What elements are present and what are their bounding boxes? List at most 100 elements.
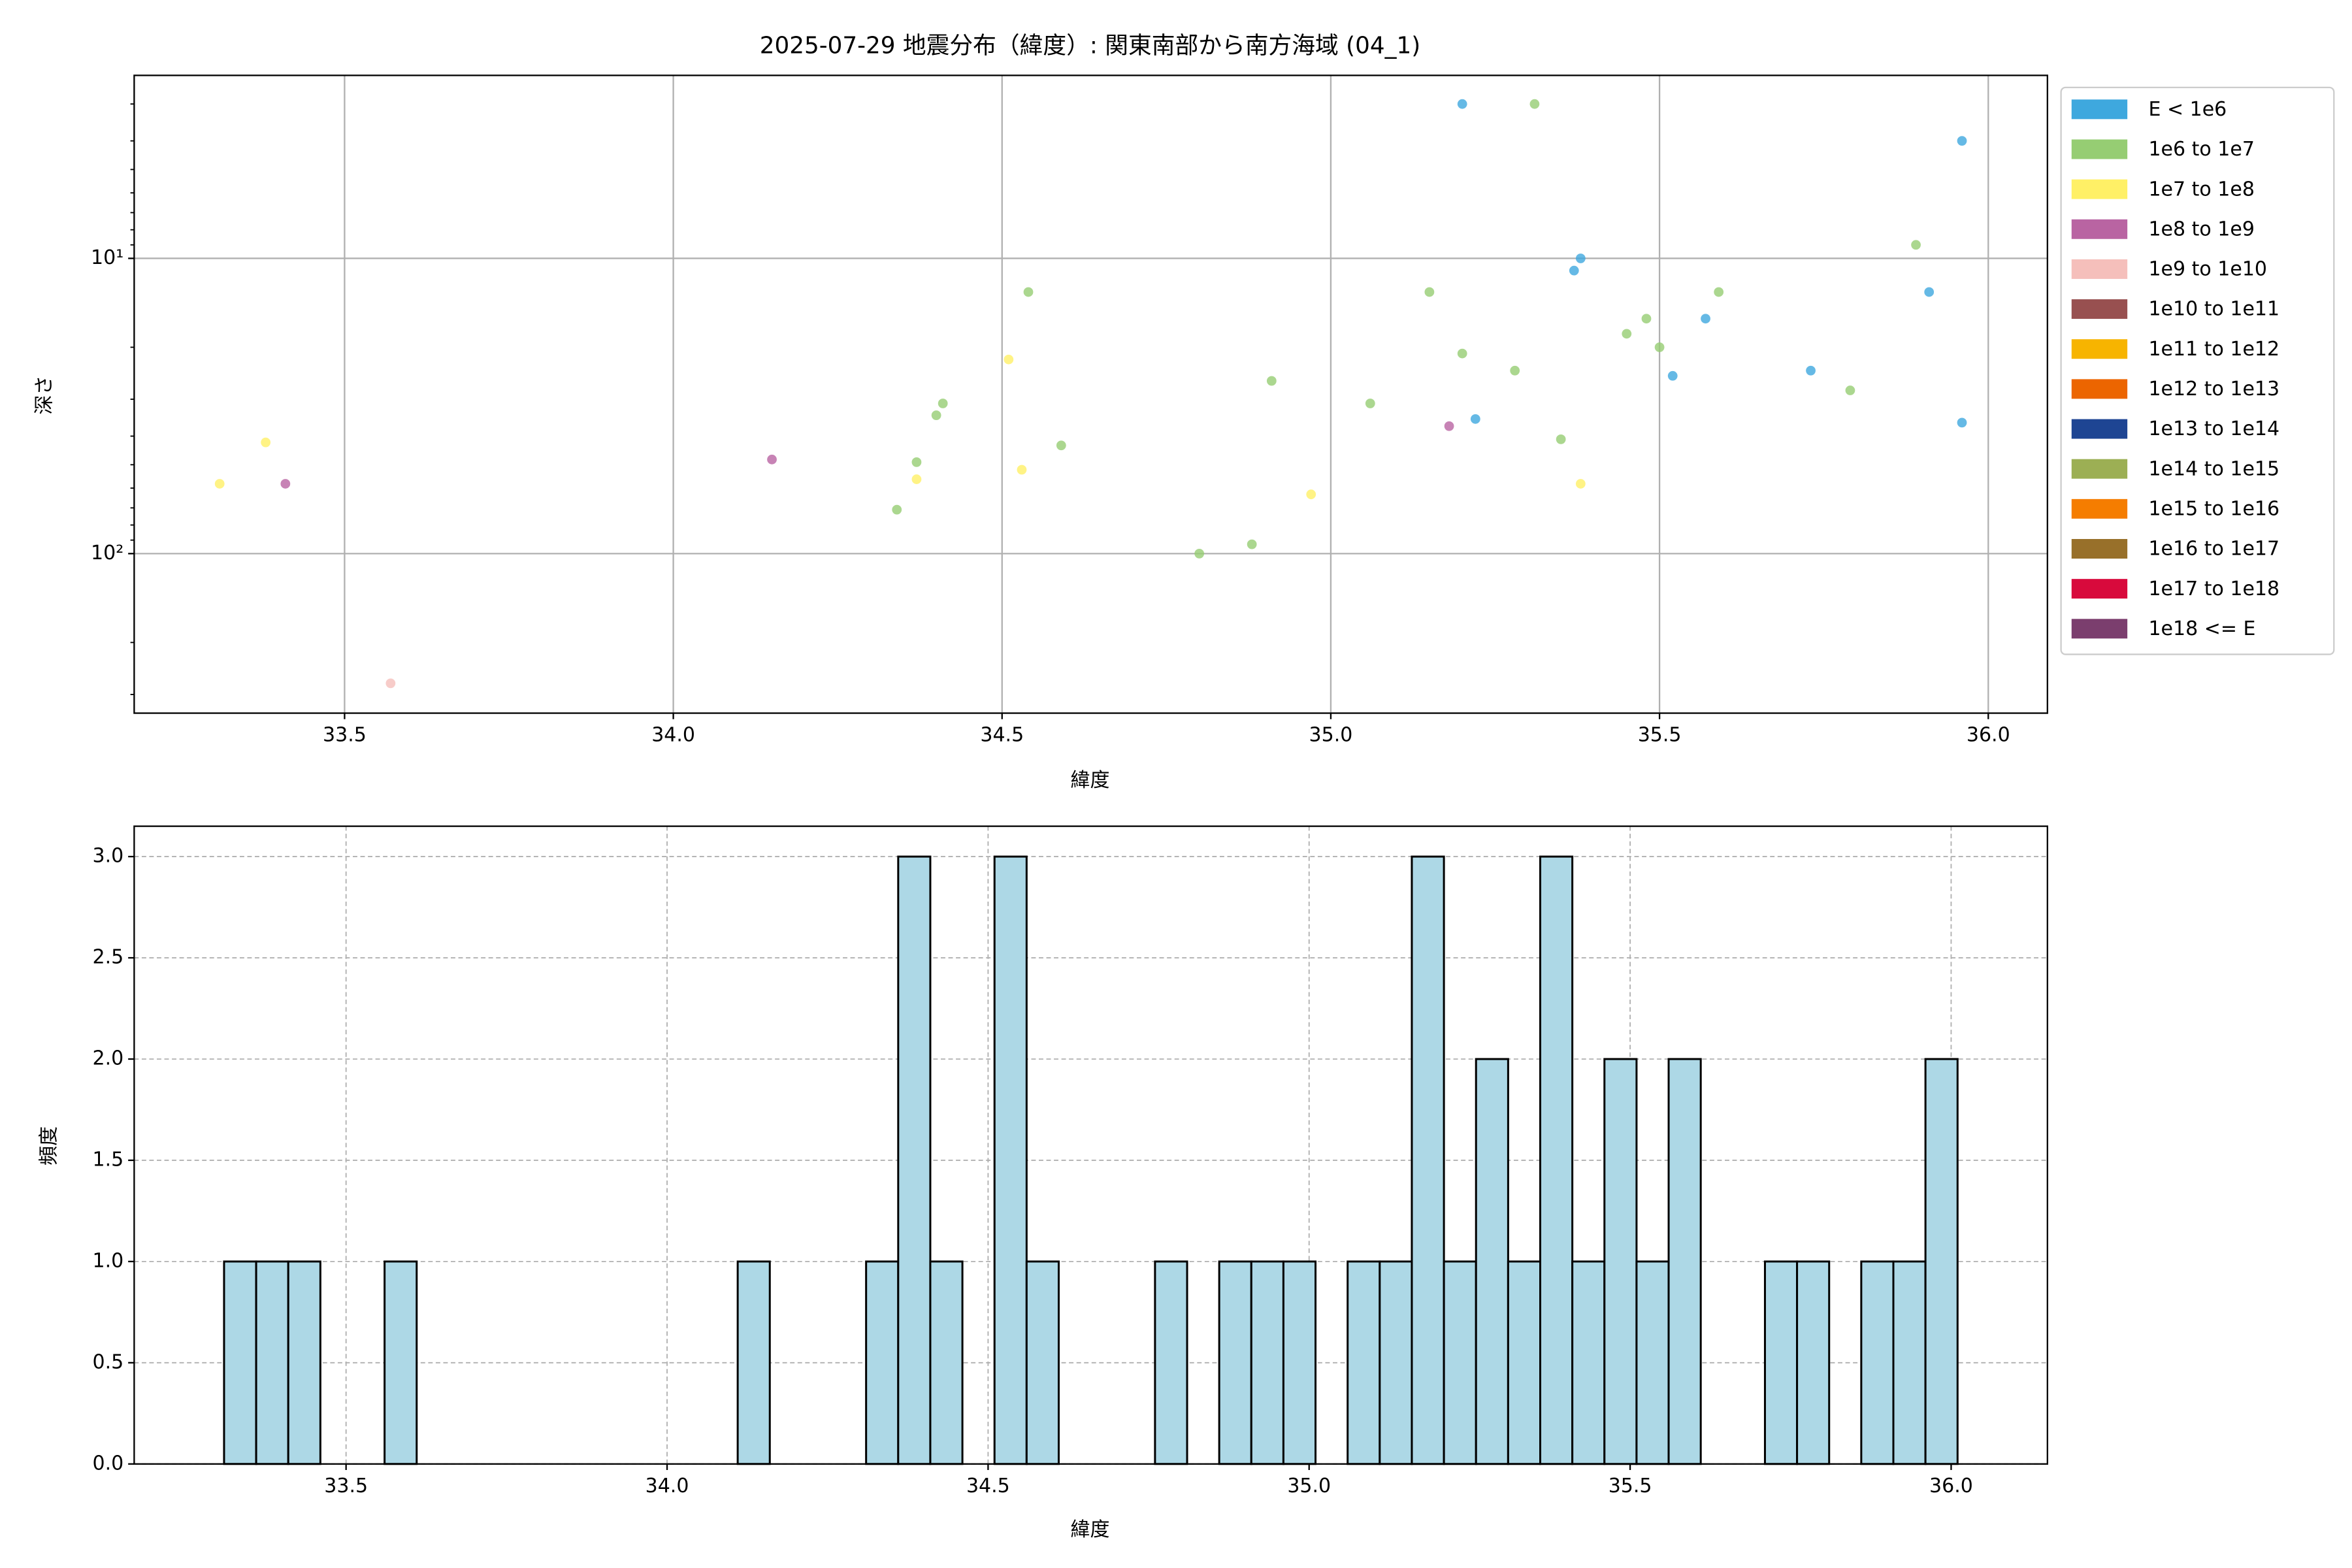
bar	[1892, 1260, 1927, 1465]
point	[214, 479, 225, 489]
legend-swatch	[2071, 99, 2128, 120]
legend-swatch	[2071, 139, 2128, 159]
legend-label: 1e9 to 1e10	[2148, 258, 2267, 281]
point	[1266, 376, 1277, 386]
legend-swatch	[2071, 379, 2128, 399]
point	[1714, 287, 1724, 297]
point	[911, 457, 922, 467]
point	[767, 454, 777, 465]
point	[1957, 417, 1967, 428]
point	[1470, 414, 1480, 424]
chart-title: 2025-07-29 地震分布（緯度）: 関東南部から南方海域 (04_1)	[760, 33, 1420, 59]
x-tick-label: 33.5	[323, 724, 367, 747]
legend-swatch	[2071, 579, 2128, 599]
y-tick-label: 3.0	[93, 845, 124, 868]
point	[1004, 354, 1014, 365]
point	[1845, 385, 1855, 395]
y-tick-label: 2.0	[93, 1047, 124, 1070]
point	[1457, 99, 1467, 109]
legend-label: 1e18 <= E	[2148, 617, 2255, 640]
x-tick-label: 35.5	[1638, 724, 1682, 747]
bar	[897, 855, 932, 1465]
legend-swatch	[2071, 419, 2128, 439]
point	[1510, 365, 1520, 376]
point	[1701, 314, 1710, 324]
point	[280, 479, 291, 489]
legend-swatch	[2071, 539, 2128, 559]
bar	[929, 1260, 964, 1465]
x-tick-label: 36.0	[1929, 1475, 1973, 1497]
y-tick-label: 0.0	[93, 1452, 124, 1475]
point	[1911, 240, 1921, 250]
legend-swatch	[2071, 259, 2128, 279]
x-axis-label: 緯度	[1070, 1518, 1109, 1541]
legend-label: E < 1e6	[2148, 98, 2227, 121]
x-tick-label: 34.5	[980, 724, 1024, 747]
bar	[1379, 1260, 1413, 1465]
point	[1365, 399, 1375, 408]
bar	[1667, 1058, 1702, 1465]
bar	[1796, 1260, 1831, 1465]
legend-swatch	[2071, 619, 2128, 639]
point	[1457, 348, 1467, 359]
point	[892, 504, 902, 515]
point	[1622, 329, 1632, 339]
bar	[1507, 1260, 1542, 1465]
point	[261, 437, 271, 448]
legend-swatch	[2071, 299, 2128, 319]
point	[1194, 548, 1205, 559]
point	[1023, 287, 1034, 297]
bar	[993, 855, 1028, 1465]
point	[385, 678, 396, 689]
point	[1924, 287, 1935, 297]
legend-swatch	[2071, 219, 2128, 239]
point	[931, 410, 941, 421]
bar	[1763, 1260, 1799, 1465]
point	[1424, 287, 1435, 297]
y-axis-label: 深さ	[33, 376, 56, 415]
x-tick-label: 35.0	[1309, 724, 1353, 747]
bar	[1539, 855, 1574, 1465]
bar	[1282, 1260, 1317, 1465]
x-tick-label: 36.0	[1967, 724, 2010, 747]
y-tick-label: 1.0	[93, 1249, 124, 1272]
y-tick-label: 10¹	[91, 246, 123, 269]
bar	[865, 1260, 900, 1465]
legend-swatch	[2071, 339, 2128, 359]
bar	[1025, 1260, 1060, 1465]
legend-label: 1e8 to 1e9	[2148, 218, 2254, 240]
point	[1017, 465, 1027, 475]
y-tick-label: 10²	[91, 542, 123, 564]
point	[1654, 342, 1665, 352]
x-tick-label: 35.5	[1609, 1475, 1652, 1497]
legend-swatch	[2071, 459, 2128, 479]
x-tick-label: 34.0	[651, 724, 695, 747]
x-tick-label: 34.0	[645, 1475, 689, 1497]
x-tick-label: 34.5	[966, 1475, 1010, 1497]
legend-label: 1e15 to 1e16	[2148, 498, 2279, 521]
bar	[1475, 1058, 1509, 1465]
point	[1806, 365, 1816, 376]
bar	[1154, 1260, 1188, 1465]
y-tick-label: 1.5	[93, 1148, 124, 1171]
x-tick-label: 33.5	[324, 1475, 368, 1497]
legend-label: 1e6 to 1e7	[2148, 138, 2254, 161]
y-axis-label: 頻度	[38, 1126, 61, 1166]
legend-label: 1e11 to 1e12	[2148, 338, 2279, 361]
point	[911, 474, 922, 484]
bar	[1250, 1260, 1284, 1465]
bar	[384, 1260, 418, 1465]
legend-box	[2060, 86, 2335, 655]
legend-label: 1e10 to 1e11	[2148, 298, 2279, 321]
point	[938, 399, 948, 408]
bar	[287, 1260, 321, 1465]
legend-label: 1e12 to 1e13	[2148, 378, 2279, 400]
bar	[1218, 1260, 1252, 1465]
y-tick-label: 0.5	[93, 1350, 124, 1373]
legend-label: 1e14 to 1e15	[2148, 457, 2279, 480]
point	[1529, 99, 1540, 109]
point	[1575, 253, 1586, 263]
point	[1667, 370, 1678, 381]
point	[1569, 265, 1579, 276]
